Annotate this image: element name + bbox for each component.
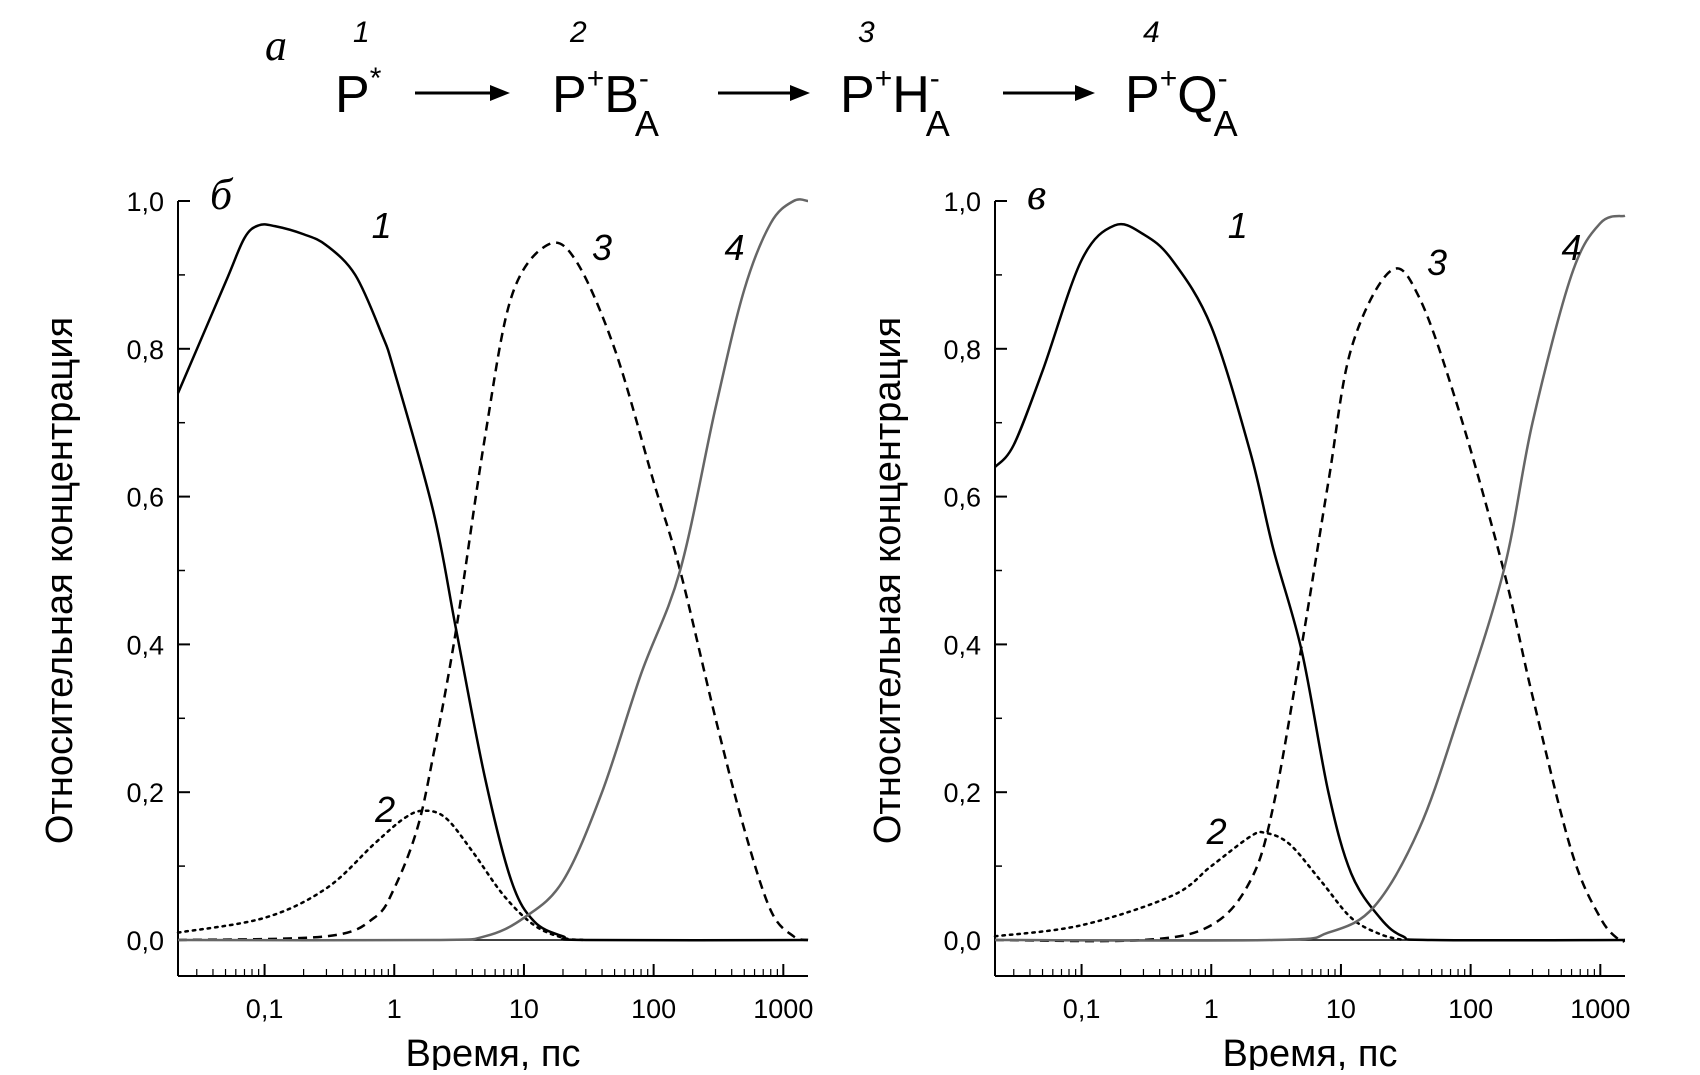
reaction-scheme: а 1P*2P+B-A3P+H-A4P+Q-A [265, 16, 1238, 144]
scheme-label: а [265, 21, 287, 70]
state-number: 4 [1143, 16, 1160, 49]
series-label-4: 4 [1562, 227, 1582, 268]
series-line-4 [994, 214, 1626, 942]
formula-main: P [552, 66, 587, 124]
series-line-4 [177, 198, 809, 942]
series-label-2: 2 [1206, 811, 1227, 852]
y-tick-label: 1,0 [943, 187, 981, 217]
x-tick-label: 10 [1326, 994, 1356, 1024]
chart-panel-v: 0,0 0,2 0,4 0,6 0,8 1,0 0,1 1 10 100 1000 Время, пс… [867, 170, 1630, 1075]
arrow-head-icon [1075, 85, 1095, 101]
y-tick-label: 0,4 [943, 630, 981, 660]
y-tick-label: 0,4 [126, 630, 164, 660]
formula-sup2: - [930, 62, 940, 95]
y-tick-label: 0,8 [943, 335, 981, 365]
formula-sup: + [875, 62, 893, 95]
formula-main2: B [604, 66, 639, 124]
formula-sup: + [1160, 62, 1178, 95]
series-line-2 [993, 830, 1405, 942]
series-line-3 [994, 267, 1626, 943]
formula-sup2: - [1218, 62, 1228, 95]
formula-sup: * [370, 62, 382, 95]
state-number: 1 [353, 16, 370, 49]
formula-sup2: - [639, 62, 649, 95]
arrow-head-icon [490, 85, 510, 101]
x-tick-label: 100 [1448, 994, 1493, 1024]
state-formula: P* [335, 62, 382, 124]
state-number: 3 [858, 16, 875, 49]
state-formula: P+Q- A [1125, 62, 1238, 144]
state-number: 2 [569, 16, 587, 49]
formula-main2: Q [1177, 66, 1217, 124]
formula-sub: A [1214, 103, 1238, 144]
state-formula: P+B- A [552, 62, 659, 144]
y-tick-label: 0,0 [943, 926, 981, 956]
x-axis-label: Время, пс [1222, 1033, 1397, 1070]
series-label-3: 3 [592, 227, 612, 268]
x-axis-label: Время, пс [405, 1033, 580, 1070]
y-axis-label: Относительная концентрация [867, 317, 909, 844]
y-tick-label: 0,6 [126, 483, 164, 513]
state-2: 2 P+B- A [552, 16, 659, 144]
x-tick-label: 10 [509, 994, 539, 1024]
y-tick-label: 0,6 [943, 483, 981, 513]
series-line-2 [176, 809, 588, 942]
series-label-3: 3 [1427, 242, 1447, 283]
series-line-1 [994, 222, 1626, 942]
x-tick-label: 1000 [1570, 994, 1630, 1024]
y-tick-label: 0,2 [943, 778, 981, 808]
series-label-1: 1 [372, 205, 392, 246]
x-tick-label: 1 [1204, 994, 1219, 1024]
formula-sub: A [926, 103, 950, 144]
x-tick-label: 1 [387, 994, 402, 1024]
arrow-head-icon [790, 85, 810, 101]
series-label-1: 1 [1228, 205, 1248, 246]
formula-main: P [335, 66, 370, 124]
state-1: 1 P* [335, 16, 382, 124]
x-tick-label: 0,1 [246, 994, 284, 1024]
formula-main: P [1125, 66, 1160, 124]
y-tick-label: 0,8 [126, 335, 164, 365]
chart-panel-b: 0,0 0,2 0,4 0,6 0,8 1,0 0,1 1 10 100 1000 Время, пс… [39, 170, 813, 1075]
y-tick-label: 0,0 [126, 926, 164, 956]
series-line-3 [177, 241, 809, 942]
series-label-2: 2 [374, 789, 395, 830]
x-tick-label: 0,1 [1063, 994, 1101, 1024]
series-label-4: 4 [724, 227, 744, 268]
x-tick-label: 1000 [753, 994, 813, 1024]
y-axis-label: Относительная концентрация [39, 317, 81, 844]
y-tick-label: 1,0 [126, 187, 164, 217]
x-tick-label: 100 [631, 994, 676, 1024]
formula-sub: A [635, 103, 659, 144]
formula-main2: H [892, 66, 930, 124]
panel-label: в [1027, 170, 1046, 219]
series-line-1 [176, 223, 809, 942]
y-tick-label: 0,2 [126, 778, 164, 808]
state-formula: P+H- A [840, 62, 950, 144]
state-3: 3 P+H- A [840, 16, 950, 144]
formula-sup: + [587, 62, 605, 95]
panel-label: б [210, 170, 234, 219]
formula-main: P [840, 66, 875, 124]
state-4: 4 P+Q- A [1125, 16, 1238, 144]
